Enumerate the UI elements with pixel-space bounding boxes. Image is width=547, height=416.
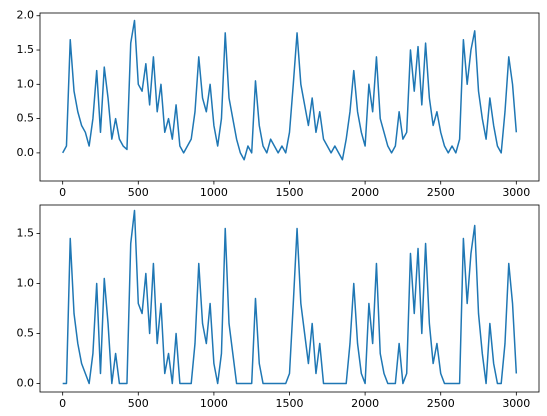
- y-tick-label: 0.0: [17, 146, 35, 159]
- x-tick-label: 2000: [351, 397, 379, 410]
- x-tick-label: 2000: [351, 186, 379, 199]
- x-tick-label: 2500: [427, 186, 455, 199]
- y-tick-label: 0.5: [17, 112, 35, 125]
- y-tick-label: 1.0: [17, 277, 35, 290]
- x-tick-label: 2500: [427, 397, 455, 410]
- x-tick-label: 3000: [502, 186, 530, 199]
- x-tick-label: 500: [128, 186, 149, 199]
- x-tick-label: 0: [59, 186, 66, 199]
- x-tick-label: 1500: [276, 397, 304, 410]
- y-tick-label: 0.5: [17, 327, 35, 340]
- y-tick-label: 1.5: [17, 227, 35, 240]
- y-tick-label: 1.0: [17, 77, 35, 90]
- x-tick-label: 1500: [276, 186, 304, 199]
- data-line: [62, 209, 518, 385]
- data-line: [62, 19, 518, 161]
- y-tick-label: 0.0: [17, 377, 35, 390]
- x-tick-label: 1000: [200, 397, 228, 410]
- x-tick-label: 0: [59, 397, 66, 410]
- x-tick-label: 1000: [200, 186, 228, 199]
- y-tick-label: 1.5: [17, 43, 35, 56]
- x-tick-label: 500: [128, 397, 149, 410]
- axes-frame: [39, 12, 540, 182]
- y-tick-label: 2.0: [17, 9, 35, 22]
- x-tick-label: 3000: [502, 397, 530, 410]
